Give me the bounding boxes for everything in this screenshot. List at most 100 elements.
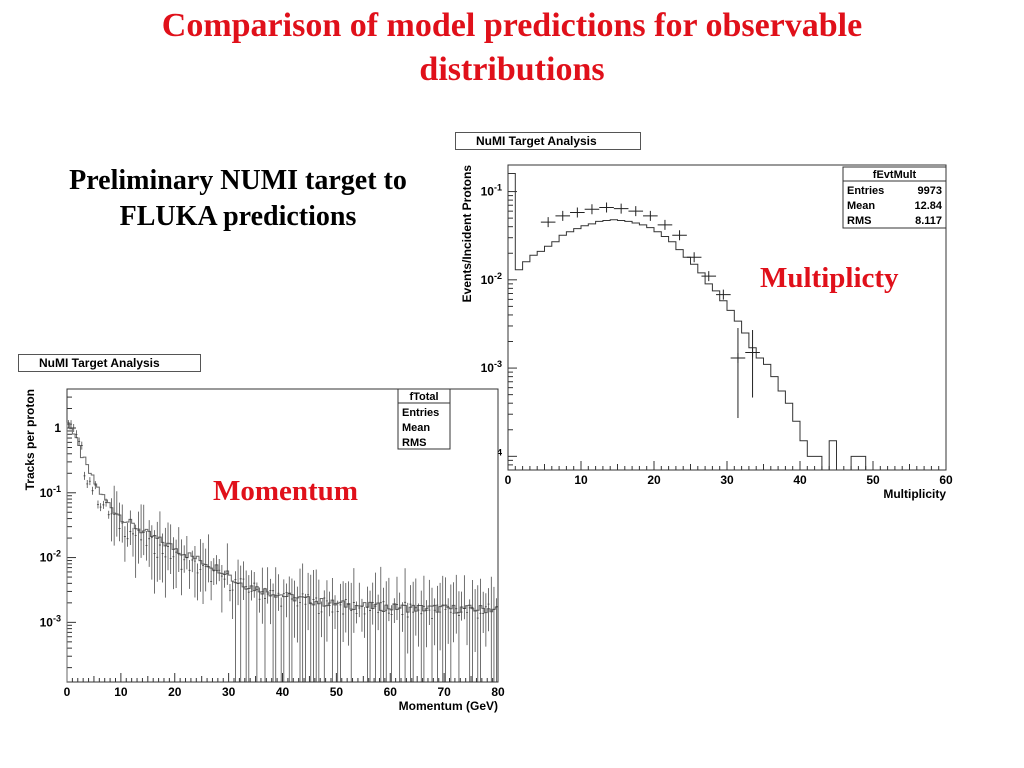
data-point [199,539,202,592]
data-point [584,204,600,215]
data-point [78,437,81,446]
data-point [247,575,250,682]
data-point [299,568,302,682]
x-tick-label: 20 [647,473,661,487]
data-point [398,592,401,682]
y-tick-label: 10-2 [40,549,61,565]
data-point [175,539,178,588]
data-point [226,543,229,585]
data-point [223,570,226,588]
data-point [385,581,388,682]
x-axis-title: Momentum (GeV) [399,699,498,713]
data-point [153,530,156,594]
data-point [228,584,231,602]
data-point [280,597,283,682]
data-point [88,477,91,486]
data-point [350,582,353,682]
stats-label: Entries [402,407,439,419]
data-point [207,534,210,583]
data-point [183,545,186,573]
stats-label: RMS [847,215,871,227]
data-point [164,527,167,598]
data-point [468,599,471,682]
data-point [142,504,145,556]
x-tick-label: 80 [491,685,505,699]
x-tick-label: 40 [793,473,807,487]
data-point [428,579,431,625]
x-tick-label: 60 [939,473,953,487]
slide-title: Comparison of model predictions for obse… [0,4,1024,92]
data-point [288,576,291,682]
data-point [387,577,390,622]
data-point [193,545,196,598]
x-tick-label: 10 [574,473,588,487]
data-point [599,202,614,213]
data-point [293,580,296,638]
data-point [99,503,102,512]
data-point [296,586,299,643]
data-point [643,210,658,221]
mult-panel-title: NuMI Target Analysis [455,132,641,150]
data-point [331,578,334,682]
data-point [231,581,234,619]
data-point [436,585,439,682]
data-point [156,521,159,582]
data-point [374,572,377,682]
data-point [347,581,350,646]
data-point [158,511,161,580]
data-point [180,539,183,596]
data-point [272,583,275,682]
multiplicity-chart: 010203040506010-110-210-310-4Multiplicit… [460,164,953,501]
data-point [148,520,151,567]
x-tick-label: 10 [114,685,128,699]
x-tick-label: 30 [720,473,734,487]
data-point [113,485,116,546]
data-point [107,510,110,519]
mom-panel-title: NuMI Target Analysis [18,354,201,372]
stats-label: Mean [847,200,875,212]
data-point [355,601,358,624]
slide-subtitle: Preliminary NUMI target to FLUKA predict… [18,163,458,235]
data-point [377,594,380,631]
data-point [210,561,213,601]
data-point [140,504,143,558]
data-point [490,576,493,682]
data-point [126,522,129,547]
x-tick-label: 0 [505,473,512,487]
stats-value: 9973 [918,185,942,197]
y-axis-title: Events/Incident Protons [460,165,474,303]
data-point [261,567,264,624]
data-point [334,595,337,629]
data-point [414,578,417,636]
data-point [86,479,89,488]
x-tick-label: 50 [866,473,880,487]
y-tick-label: 10-2 [481,271,502,287]
data-point [495,598,498,682]
data-point [369,590,372,682]
data-point [474,589,477,652]
data-point [463,575,466,620]
data-point [312,570,315,682]
data-point [479,578,482,682]
x-tick-label: 40 [276,685,290,699]
data-point [460,591,463,621]
stats-box [842,166,947,229]
data-point [215,555,218,585]
data-point [444,577,447,682]
data-point [83,471,86,480]
data-point [317,579,320,682]
data-point [137,511,140,564]
data-point [320,601,323,638]
data-point [628,206,644,217]
data-point [570,207,585,218]
data-point [412,581,415,682]
data-point [484,593,487,647]
data-point [277,574,280,611]
histogram-series [507,173,946,471]
data-point [188,560,191,589]
data-point [323,590,326,682]
data-point [242,561,245,600]
data-point [455,574,458,634]
data-point [274,567,277,682]
data-point [169,524,172,574]
